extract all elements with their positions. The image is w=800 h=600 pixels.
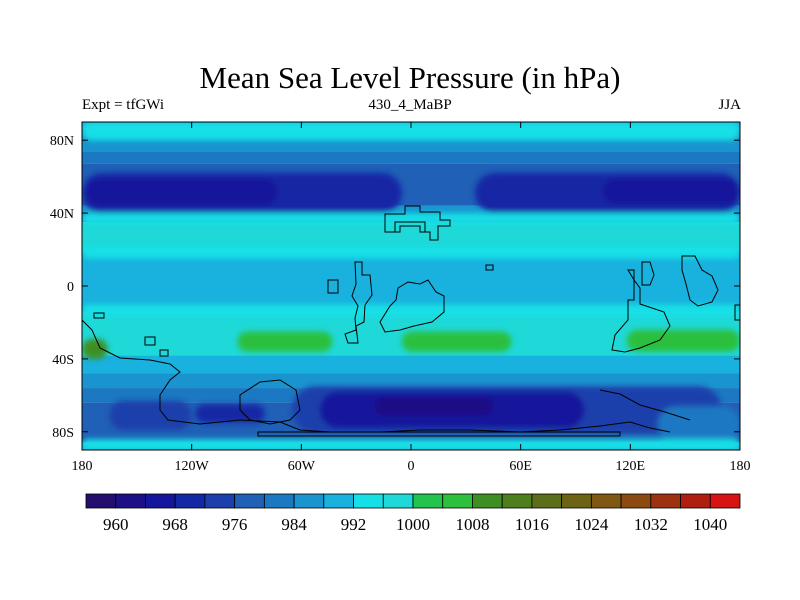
x-tick-label-1: 120W xyxy=(175,459,210,474)
pressure-feature-4 xyxy=(602,178,740,204)
colorbar-box-21 xyxy=(709,493,741,509)
colorbar-label-9: 1032 xyxy=(634,515,668,534)
y-tick-label-1: 40N xyxy=(50,207,74,222)
x-tick-label-5: 120E xyxy=(616,459,646,474)
pressure-band-9 xyxy=(82,373,740,389)
colorbar-box-5 xyxy=(234,493,265,509)
pressure-feature-16 xyxy=(374,397,494,416)
colorbar-box-19 xyxy=(650,493,681,509)
colorbar-box-3 xyxy=(174,493,206,509)
colorbar-box-4 xyxy=(204,493,236,509)
left-string: Expt = tfGWi xyxy=(82,97,165,113)
coastlines xyxy=(82,205,740,437)
pressure-feature-12 xyxy=(109,400,192,430)
colorbar-label-5: 1000 xyxy=(396,515,430,534)
y-tick-label-4: 80S xyxy=(52,426,74,441)
pressure-field xyxy=(82,122,740,450)
x-tick-label-6: 180 xyxy=(730,459,751,474)
colorbar-box-17 xyxy=(590,493,622,509)
colorbar-label-8: 1024 xyxy=(574,515,609,534)
colorbar-label-1: 968 xyxy=(162,515,188,534)
y-axis: 80N 40N 0 40S 80S xyxy=(50,134,740,441)
colorbar-label-0: 960 xyxy=(103,515,129,534)
colorbar-box-1 xyxy=(115,493,146,509)
pressure-feature-5 xyxy=(82,213,740,225)
pressure-feature-0 xyxy=(82,122,740,141)
colorbar-box-15 xyxy=(531,493,563,509)
pressure-feature-8 xyxy=(237,331,333,352)
colorbar-box-8 xyxy=(323,493,354,509)
pressure-feature-14 xyxy=(195,404,265,423)
colorbar-box-10 xyxy=(382,493,414,509)
pressure-feature-10 xyxy=(626,329,740,352)
pressure-feature-17 xyxy=(657,406,740,443)
colorbar-box-14 xyxy=(501,493,533,509)
colorbar-box-9 xyxy=(353,493,384,509)
right-string: JJA xyxy=(718,97,741,113)
pressure-feature-2 xyxy=(85,178,278,206)
y-tick-label-0: 80N xyxy=(50,134,74,149)
colorbar-box-16 xyxy=(561,493,592,509)
y-tick-label-2: 0 xyxy=(67,280,74,295)
colorbar-label-6: 1008 xyxy=(455,515,489,534)
colorbar-label-7: 1016 xyxy=(515,515,549,534)
x-tick-label-0: 180 xyxy=(72,459,93,474)
colorbar: 960 968 976 984 992 1000 1008 1016 1024 1032 1040 xyxy=(85,493,741,534)
y-tick-label-3: 40S xyxy=(52,353,74,368)
colorbar-box-6 xyxy=(263,493,295,509)
x-tick-label-4: 60E xyxy=(509,459,532,474)
colorbar-box-2 xyxy=(145,493,176,509)
x-tick-label-3: 0 xyxy=(408,459,415,474)
colorbar-box-13 xyxy=(472,493,503,509)
chart-title: Mean Sea Level Pressure (in hPa) xyxy=(199,60,621,95)
colorbar-box-18 xyxy=(620,493,652,509)
colorbar-box-0 xyxy=(85,493,117,509)
colorbar-label-2: 976 xyxy=(222,515,248,534)
colorbar-box-12 xyxy=(442,493,473,509)
colorbar-label-10: 1040 xyxy=(693,515,727,534)
colorbar-label-4: 992 xyxy=(341,515,367,534)
x-tick-label-2: 60W xyxy=(288,459,316,474)
pressure-feature-11 xyxy=(82,338,108,359)
colorbar-box-7 xyxy=(293,493,325,509)
center-string: 430_4_MaBP xyxy=(368,97,452,113)
pressure-band-2 xyxy=(82,151,740,164)
pressure-feature-7 xyxy=(82,304,740,317)
colorbar-label-3: 984 xyxy=(281,515,307,534)
pressure-feature-6 xyxy=(82,245,740,259)
pressure-feature-9 xyxy=(401,331,512,352)
colorbar-box-11 xyxy=(412,493,444,509)
x-axis: 180 120W 60W 0 60E 120E 180 xyxy=(72,122,751,474)
pressure-band-6 xyxy=(82,251,740,312)
pressure-band-8 xyxy=(82,355,740,374)
colorbar-box-20 xyxy=(680,493,711,509)
